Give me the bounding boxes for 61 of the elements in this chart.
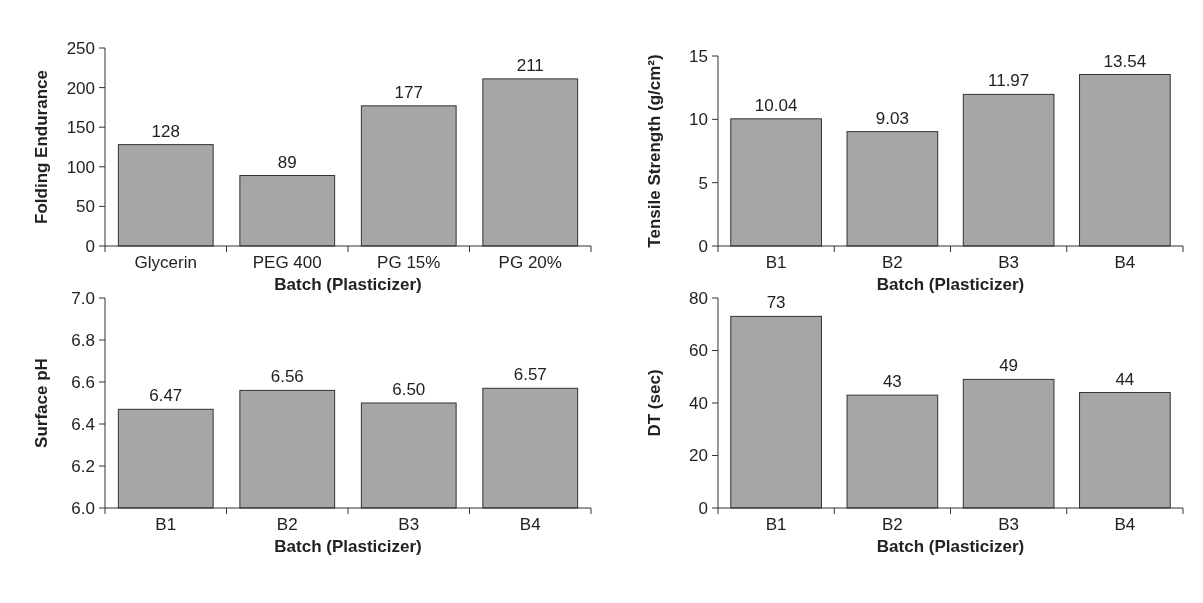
- x-axis-title: Batch (Plasticizer): [876, 537, 1025, 556]
- y-tick-label: 150: [66, 118, 95, 138]
- x-axis-title: Batch (Plasticizer): [274, 275, 422, 294]
- x-tick-label: B4: [1114, 515, 1136, 534]
- y-tick-label: 0: [698, 498, 708, 518]
- x-tick-label: B2: [881, 253, 903, 272]
- y-tick-label: 250: [66, 38, 95, 58]
- y-tick-label: 6.2: [71, 456, 95, 476]
- x-tick-label: B3: [998, 515, 1020, 534]
- y-tick-label: 20: [689, 446, 708, 466]
- x-tick-label: PG 15%: [377, 253, 441, 272]
- y-axis-title: Tensile Strength (g/cm²): [645, 54, 664, 248]
- data-label: 13.54: [1103, 51, 1147, 71]
- x-tick-label: B1: [155, 515, 177, 534]
- x-tick-label: B1: [765, 253, 787, 272]
- y-axis-title: DT (sec): [645, 369, 664, 437]
- y-tick-label: 6.0: [71, 498, 95, 518]
- y-tick-label: 6.6: [71, 372, 95, 392]
- x-tick-label: B4: [1114, 253, 1136, 272]
- y-tick-label: 15: [689, 46, 708, 66]
- y-tick-label: 0: [698, 236, 708, 256]
- y-tick-label: 10: [689, 110, 708, 130]
- data-label: 10.04: [754, 95, 798, 115]
- x-tick-label: B2: [276, 515, 298, 534]
- y-tick-label: 50: [76, 197, 95, 217]
- y-tick-label: 6.8: [71, 330, 95, 350]
- data-label: 11.97: [987, 71, 1030, 91]
- x-tick-label: B2: [881, 515, 903, 534]
- data-label: 44: [1115, 369, 1135, 389]
- y-axis-title: Surface pH: [32, 358, 51, 448]
- x-axis-title: Batch (Plasticizer): [876, 275, 1025, 294]
- data-label: 6.56: [270, 367, 304, 387]
- y-tick-label: 100: [66, 157, 95, 177]
- data-label: 9.03: [875, 108, 909, 128]
- data-label: 73: [766, 293, 786, 313]
- data-label: 6.50: [392, 380, 426, 399]
- x-tick-label: PG 20%: [498, 253, 562, 272]
- y-tick-label: 40: [689, 393, 708, 413]
- data-label: 89: [277, 152, 297, 172]
- data-label: 49: [999, 356, 1019, 376]
- x-tick-label: PEG 400: [252, 253, 322, 272]
- y-tick-label: 5: [698, 173, 708, 193]
- y-tick-label: 200: [66, 78, 95, 98]
- data-label: 6.57: [513, 365, 547, 385]
- data-label: 211: [516, 55, 544, 75]
- data-label: 128: [151, 121, 180, 141]
- x-tick-label: B3: [398, 515, 420, 534]
- y-tick-label: 7.0: [71, 288, 95, 308]
- y-tick-label: 6.4: [71, 414, 95, 434]
- x-tick-label: Glycerin: [134, 253, 197, 272]
- data-label: 43: [882, 372, 902, 392]
- x-tick-label: B1: [765, 515, 787, 534]
- y-tick-label: 0: [85, 236, 95, 256]
- x-tick-label: B4: [519, 515, 541, 534]
- y-tick-label: 60: [689, 341, 708, 361]
- x-axis-title: Batch (Plasticizer): [274, 537, 422, 556]
- x-tick-label: B3: [998, 253, 1020, 272]
- y-axis-title: Folding Endurance: [32, 70, 51, 224]
- y-tick-label: 80: [689, 288, 708, 308]
- data-label: 6.47: [149, 386, 183, 406]
- data-label: 177: [394, 82, 423, 102]
